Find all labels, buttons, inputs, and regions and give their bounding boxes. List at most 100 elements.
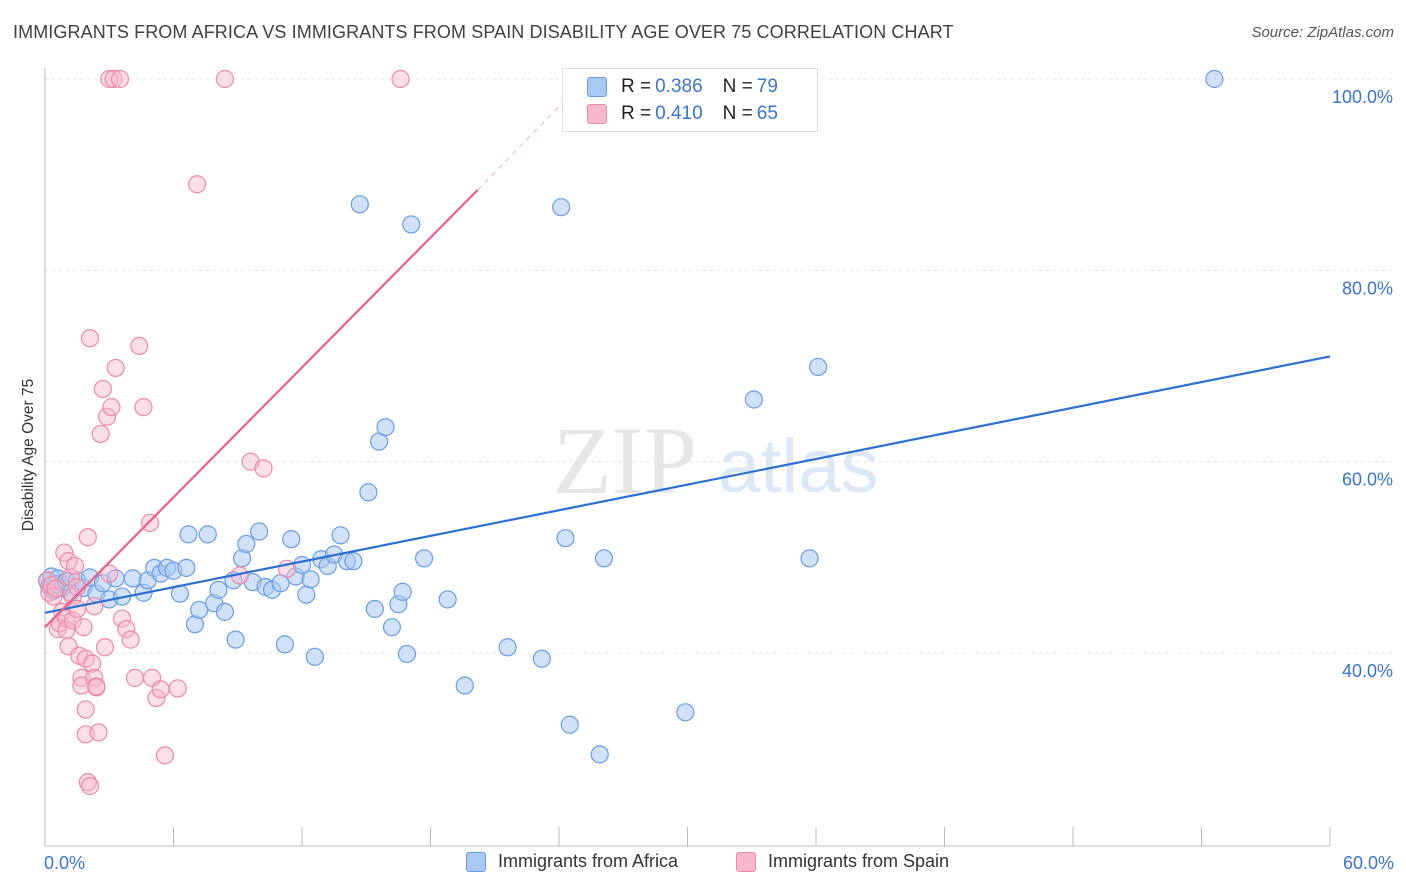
y-axis-label: Disability Age Over 75 (20, 379, 37, 532)
axes (44, 68, 1331, 847)
africa-point (190, 600, 209, 620)
africa-point (226, 630, 245, 649)
africa-point (676, 703, 695, 722)
legend-r-label: R = (621, 76, 652, 97)
africa-point (344, 552, 363, 571)
bottom-legend-label-africa: Immigrants from Africa (498, 851, 679, 871)
spain-point (104, 69, 123, 89)
spain-point (102, 398, 121, 417)
spain-point (80, 776, 100, 796)
correlation-legend: R = 0.386 N = 79 R = 0.410 N = 65 (562, 68, 818, 132)
spain-point (91, 424, 110, 444)
africa-point (198, 525, 217, 544)
spain-point (134, 398, 153, 417)
africa-point (402, 215, 421, 234)
spain-point (68, 577, 87, 597)
spain-point (46, 579, 65, 599)
chart-title: IMMIGRANTS FROM AFRICA VS IMMIGRANTS FRO… (13, 22, 954, 42)
legend-r-value-africa: 0.386 (655, 76, 703, 97)
africa-point (177, 558, 196, 577)
africa-point (560, 715, 579, 734)
bottom-legend-label-spain: Immigrants from Spain (768, 851, 950, 871)
legend-swatch-africa (587, 77, 607, 97)
africa-point (297, 585, 316, 604)
spain-point (68, 599, 87, 619)
legend-r-value-spain: 0.410 (655, 103, 703, 124)
spain-point (63, 611, 82, 630)
africa-point (498, 638, 517, 657)
africa-point (800, 549, 819, 568)
x-tick-min: 0.0% (44, 853, 85, 873)
africa-point (590, 745, 609, 764)
y-tick-label: 40.0% (1342, 661, 1393, 681)
africa-point (438, 590, 457, 609)
spain-point (147, 688, 166, 708)
spain-point (117, 619, 136, 639)
spain-point (93, 379, 112, 399)
spain-point (130, 336, 149, 356)
spain-point (87, 677, 106, 696)
spain-point (168, 679, 187, 698)
africa-point (552, 198, 571, 217)
africa-point (250, 522, 269, 541)
africa-point (809, 357, 828, 377)
africa-point (393, 582, 412, 601)
x-tick-max: 60.0% (1343, 853, 1394, 873)
africa-point (1205, 69, 1224, 89)
bottom-legend-spain: Immigrants from Spain (736, 851, 949, 872)
bottom-legend-africa: Immigrants from Africa (466, 851, 678, 872)
spain-point (55, 543, 74, 562)
spain-point (110, 69, 130, 89)
legend-n-label: N = (722, 76, 753, 97)
spain-point (121, 630, 140, 649)
africa-point (275, 635, 294, 654)
legend-n-value-spain: 65 (756, 103, 778, 124)
spain-point (72, 668, 91, 687)
legend-row-spain: R = 0.410 N = 65 (587, 101, 778, 127)
y-tick-label: 100.0% (1332, 87, 1393, 107)
spain-points (38, 69, 410, 796)
legend-r-label: R = (621, 103, 652, 124)
gridlines (45, 78, 1392, 654)
africa-trend-line (44, 355, 1331, 614)
spain-point (215, 69, 234, 89)
legend-n-label: N = (722, 103, 753, 124)
africa-point (305, 647, 324, 666)
africa-point (215, 602, 234, 621)
spain-trend-line (44, 189, 479, 628)
africa-point (301, 570, 320, 589)
africa-point (376, 418, 395, 437)
y-tick-labels: 40.0% 60.0% 80.0% 100.0% (1332, 87, 1393, 681)
africa-point (179, 525, 198, 544)
spain-point (78, 528, 97, 547)
spain-point (391, 69, 410, 89)
chart-source: Source: ZipAtlas.com (1251, 24, 1394, 41)
watermark-atlas: atlas (718, 424, 879, 509)
spain-point (125, 668, 145, 687)
spain-point (100, 69, 119, 89)
spain-point (112, 609, 132, 628)
spain-point (106, 358, 125, 378)
legend-n-value-africa: 79 (756, 76, 778, 97)
spain-point (140, 513, 160, 532)
spain-point (187, 175, 207, 194)
africa-point (455, 676, 474, 695)
africa-point (237, 534, 256, 554)
spain-point (65, 556, 85, 576)
spain-point (155, 746, 175, 765)
africa-point (350, 195, 369, 214)
africa-point (209, 580, 228, 599)
zipatlas-watermark: ZIP atlas (553, 407, 879, 514)
africa-point (556, 529, 575, 548)
spain-point (76, 700, 95, 719)
africa-point (397, 644, 417, 664)
legend-row-africa: R = 0.386 N = 79 (587, 74, 778, 100)
spain-point (254, 459, 273, 478)
spain-point (95, 638, 115, 657)
africa-point (532, 649, 551, 668)
spain-point (83, 654, 102, 673)
spain-point (151, 680, 170, 699)
africa-point (331, 526, 350, 545)
africa-point (414, 549, 434, 568)
